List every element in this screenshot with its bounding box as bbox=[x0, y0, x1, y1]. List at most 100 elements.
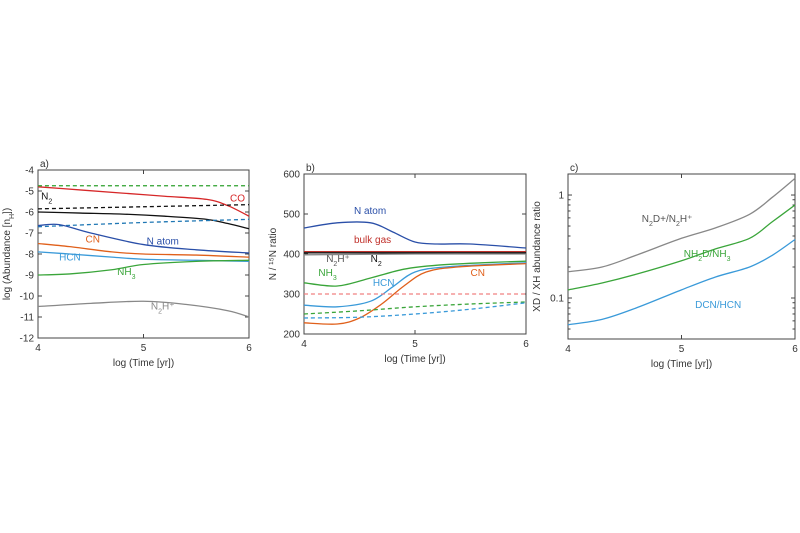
annotation-subscript: 2 bbox=[676, 220, 680, 227]
annotation-subscript: 2 bbox=[333, 261, 337, 268]
series-annotation: NH3 bbox=[318, 268, 336, 282]
y-tick-label: 0.1 bbox=[550, 294, 564, 305]
series-line-n-atom bbox=[303, 221, 527, 249]
annotation-subscript: 2 bbox=[48, 198, 52, 205]
panel-label: b) bbox=[306, 163, 315, 174]
series-annotation: N atom bbox=[354, 206, 386, 217]
series-annotation: HCN bbox=[59, 252, 81, 263]
annotation-text-part: HCN bbox=[373, 278, 395, 289]
x-axis-title: log (Time [yr]) bbox=[384, 354, 445, 365]
series-annotation: bulk gas bbox=[354, 235, 391, 246]
y-tick-label: 500 bbox=[283, 210, 300, 221]
y-tick-label: -9 bbox=[25, 271, 34, 282]
series-line-dcn-hcn bbox=[567, 238, 796, 326]
series-annotation: HCN bbox=[373, 278, 395, 289]
y-axis-title: N / ¹⁵N ratio bbox=[268, 227, 279, 280]
y-axis-title-text: XD / XH abundance ratio bbox=[532, 201, 543, 312]
series-annotation: CO bbox=[230, 194, 245, 205]
series-annotation: NH3 bbox=[117, 267, 135, 281]
plot-frame bbox=[567, 173, 796, 340]
annotation-text-part: N bbox=[642, 214, 649, 225]
x-tick-label: 5 bbox=[412, 339, 418, 350]
series-line-reference bbox=[303, 301, 527, 315]
x-tick-label: 6 bbox=[523, 339, 529, 350]
annotation-text-part: DCN/HCN bbox=[695, 300, 741, 311]
y-tick-label: -5 bbox=[25, 187, 34, 198]
panel-label: a) bbox=[40, 159, 49, 170]
y-tick-label: -12 bbox=[20, 334, 35, 345]
y-tick-label: 600 bbox=[283, 170, 300, 181]
series-annotation: N atom bbox=[147, 237, 179, 248]
x-tick-label: 6 bbox=[792, 344, 798, 355]
series-annotation: CN bbox=[85, 234, 99, 245]
annotation-subscript: 2 bbox=[158, 308, 162, 315]
annotation-subscript: 3 bbox=[132, 274, 136, 281]
annotation-text-part: NH bbox=[684, 249, 698, 260]
x-tick-label: 6 bbox=[246, 343, 252, 354]
annotation-text-part: NH bbox=[318, 268, 332, 279]
y-axis-title-text: N / ¹⁵N ratio bbox=[268, 227, 279, 280]
series-line-n2 bbox=[37, 211, 250, 230]
x-tick-label: 4 bbox=[565, 344, 571, 355]
series-annotation: N2D+/N2H⁺ bbox=[642, 214, 693, 228]
x-tick-label: 5 bbox=[679, 344, 685, 355]
annotation-subscript: 2 bbox=[378, 261, 382, 268]
series-line-cn bbox=[37, 242, 250, 258]
annotation-text-part: N bbox=[41, 191, 48, 202]
panel-label: c) bbox=[570, 163, 578, 174]
y-axis-title: log (Abundance [nH]) bbox=[2, 208, 16, 300]
annotation-text-part: N bbox=[151, 302, 158, 313]
annotation-text-part: bulk gas bbox=[354, 235, 391, 246]
annotation-text-part: HCN bbox=[59, 252, 81, 263]
y-axis-title-tail: ]) bbox=[2, 208, 13, 214]
y-tick-label: 300 bbox=[283, 290, 300, 301]
series-line-hcn bbox=[37, 251, 250, 262]
annotation-text-part: CO bbox=[230, 194, 245, 205]
x-tick-label: 4 bbox=[35, 343, 41, 354]
annotation-text-part: N atom bbox=[147, 237, 179, 248]
annotation-text-part: H⁺ bbox=[680, 214, 693, 225]
series-line-reference bbox=[303, 302, 527, 319]
x-tick-label: 4 bbox=[301, 339, 307, 350]
annotation-text-part: N atom bbox=[354, 206, 386, 217]
y-tick-label: -4 bbox=[25, 166, 34, 177]
series-line-n-atom bbox=[37, 223, 250, 254]
y-tick-label: -10 bbox=[20, 292, 35, 303]
series-line-co bbox=[37, 186, 250, 217]
series-line-n2h- bbox=[303, 253, 527, 256]
y-axis-title: XD / XH abundance ratio bbox=[532, 201, 543, 312]
y-axis-title-subscript: H bbox=[9, 214, 16, 219]
series-line-nh2d-nh3 bbox=[567, 204, 796, 291]
annotation-subscript: 2 bbox=[649, 220, 653, 227]
y-axis-title-text: log (Abundance [n bbox=[2, 219, 13, 300]
series-annotation: N2 bbox=[371, 254, 382, 268]
y-tick-label: -11 bbox=[20, 313, 34, 324]
y-tick-label: -7 bbox=[25, 229, 34, 240]
annotation-text-part: H⁺ bbox=[337, 254, 350, 265]
annotation-text-part: NH bbox=[117, 267, 131, 278]
series-line-n2 bbox=[37, 204, 250, 210]
series-annotation: CN bbox=[471, 268, 485, 279]
series-annotation: NH2D/NH3 bbox=[684, 249, 731, 263]
annotation-text-part: H⁺ bbox=[162, 302, 175, 313]
series-line-nh3 bbox=[37, 259, 250, 276]
annotation-text-part: CN bbox=[471, 268, 485, 279]
annotation-text-part: D/NH bbox=[702, 249, 726, 260]
series-line-n2d-n2h- bbox=[567, 177, 796, 273]
series-annotation: DCN/HCN bbox=[695, 300, 741, 311]
annotation-text-part: D+/N bbox=[653, 214, 676, 225]
x-tick-label: 5 bbox=[141, 343, 147, 354]
x-axis-title: log (Time [yr]) bbox=[113, 358, 174, 369]
annotation-subscript: 3 bbox=[727, 256, 731, 263]
series-line-cn bbox=[303, 262, 527, 325]
series-line-nh3 bbox=[303, 260, 527, 287]
annotation-subscript: 2 bbox=[698, 256, 702, 263]
annotation-subscript: 3 bbox=[333, 275, 337, 282]
x-axis-title: log (Time [yr]) bbox=[651, 359, 712, 370]
series-line-hcn bbox=[303, 262, 527, 308]
y-tick-label: -8 bbox=[25, 250, 34, 261]
annotation-text-part: CN bbox=[85, 234, 99, 245]
